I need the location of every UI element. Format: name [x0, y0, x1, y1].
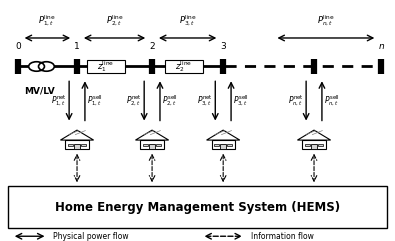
Text: 3: 3 [220, 42, 226, 51]
Text: $P_{3,t}^{\mathrm{line}}$: $P_{3,t}^{\mathrm{line}}$ [179, 14, 197, 28]
Text: $P_{1,t}^{\mathrm{sell}}$: $P_{1,t}^{\mathrm{sell}}$ [87, 94, 103, 108]
Bar [220, 144, 226, 149]
Text: 2: 2 [149, 42, 155, 51]
Polygon shape [207, 130, 240, 140]
Text: Physical power flow: Physical power flow [53, 232, 129, 241]
Bar [74, 144, 80, 149]
Bar [66, 140, 88, 149]
Bar [303, 140, 325, 149]
Text: $P_{3,t}^{\mathrm{sell}}$: $P_{3,t}^{\mathrm{sell}}$ [233, 94, 249, 108]
Bar [305, 144, 310, 146]
Bar [141, 140, 164, 149]
Text: $P_{1,t}^{\mathrm{net}}$: $P_{1,t}^{\mathrm{net}}$ [51, 94, 67, 108]
Bar [318, 144, 323, 146]
Bar [214, 144, 219, 146]
Bar [227, 144, 232, 146]
Text: $P_{n,t}^{\mathrm{line}}$: $P_{n,t}^{\mathrm{line}}$ [317, 14, 335, 28]
FancyBboxPatch shape [87, 60, 125, 73]
Text: 0: 0 [15, 42, 21, 51]
Bar [149, 144, 155, 149]
Text: $P_{n,t}^{\mathrm{net}}$: $P_{n,t}^{\mathrm{net}}$ [288, 94, 304, 108]
Polygon shape [135, 130, 169, 140]
Text: $P_{2,t}^{\mathrm{line}}$: $P_{2,t}^{\mathrm{line}}$ [105, 14, 124, 28]
Polygon shape [60, 130, 94, 140]
Text: MV/LV: MV/LV [24, 87, 55, 96]
Circle shape [28, 62, 44, 71]
Text: $P_{2,t}^{\mathrm{net}}$: $P_{2,t}^{\mathrm{net}}$ [126, 94, 142, 108]
Text: $z_1^{\mathrm{line}}$: $z_1^{\mathrm{line}}$ [97, 59, 115, 74]
Bar [81, 144, 86, 146]
Bar [212, 140, 235, 149]
Circle shape [38, 62, 54, 71]
Text: Information flow: Information flow [251, 232, 314, 241]
Bar [143, 144, 148, 146]
FancyBboxPatch shape [165, 60, 203, 73]
Bar [311, 144, 317, 149]
Text: 1: 1 [74, 42, 80, 51]
FancyBboxPatch shape [8, 186, 387, 228]
Bar [68, 144, 73, 146]
Text: $P_{n,t}^{\mathrm{sell}}$: $P_{n,t}^{\mathrm{sell}}$ [324, 94, 340, 108]
Text: $P_{3,t}^{\mathrm{net}}$: $P_{3,t}^{\mathrm{net}}$ [198, 94, 213, 108]
Text: Home Energy Management System (HEMS): Home Energy Management System (HEMS) [55, 201, 340, 214]
Text: $z_2^{\mathrm{line}}$: $z_2^{\mathrm{line}}$ [175, 59, 192, 74]
Text: $P_{1,t}^{\mathrm{line}}$: $P_{1,t}^{\mathrm{line}}$ [38, 14, 56, 28]
Bar [156, 144, 161, 146]
Polygon shape [297, 130, 331, 140]
Text: $n$: $n$ [378, 42, 385, 51]
Text: $P_{2,t}^{\mathrm{sell}}$: $P_{2,t}^{\mathrm{sell}}$ [162, 94, 178, 108]
